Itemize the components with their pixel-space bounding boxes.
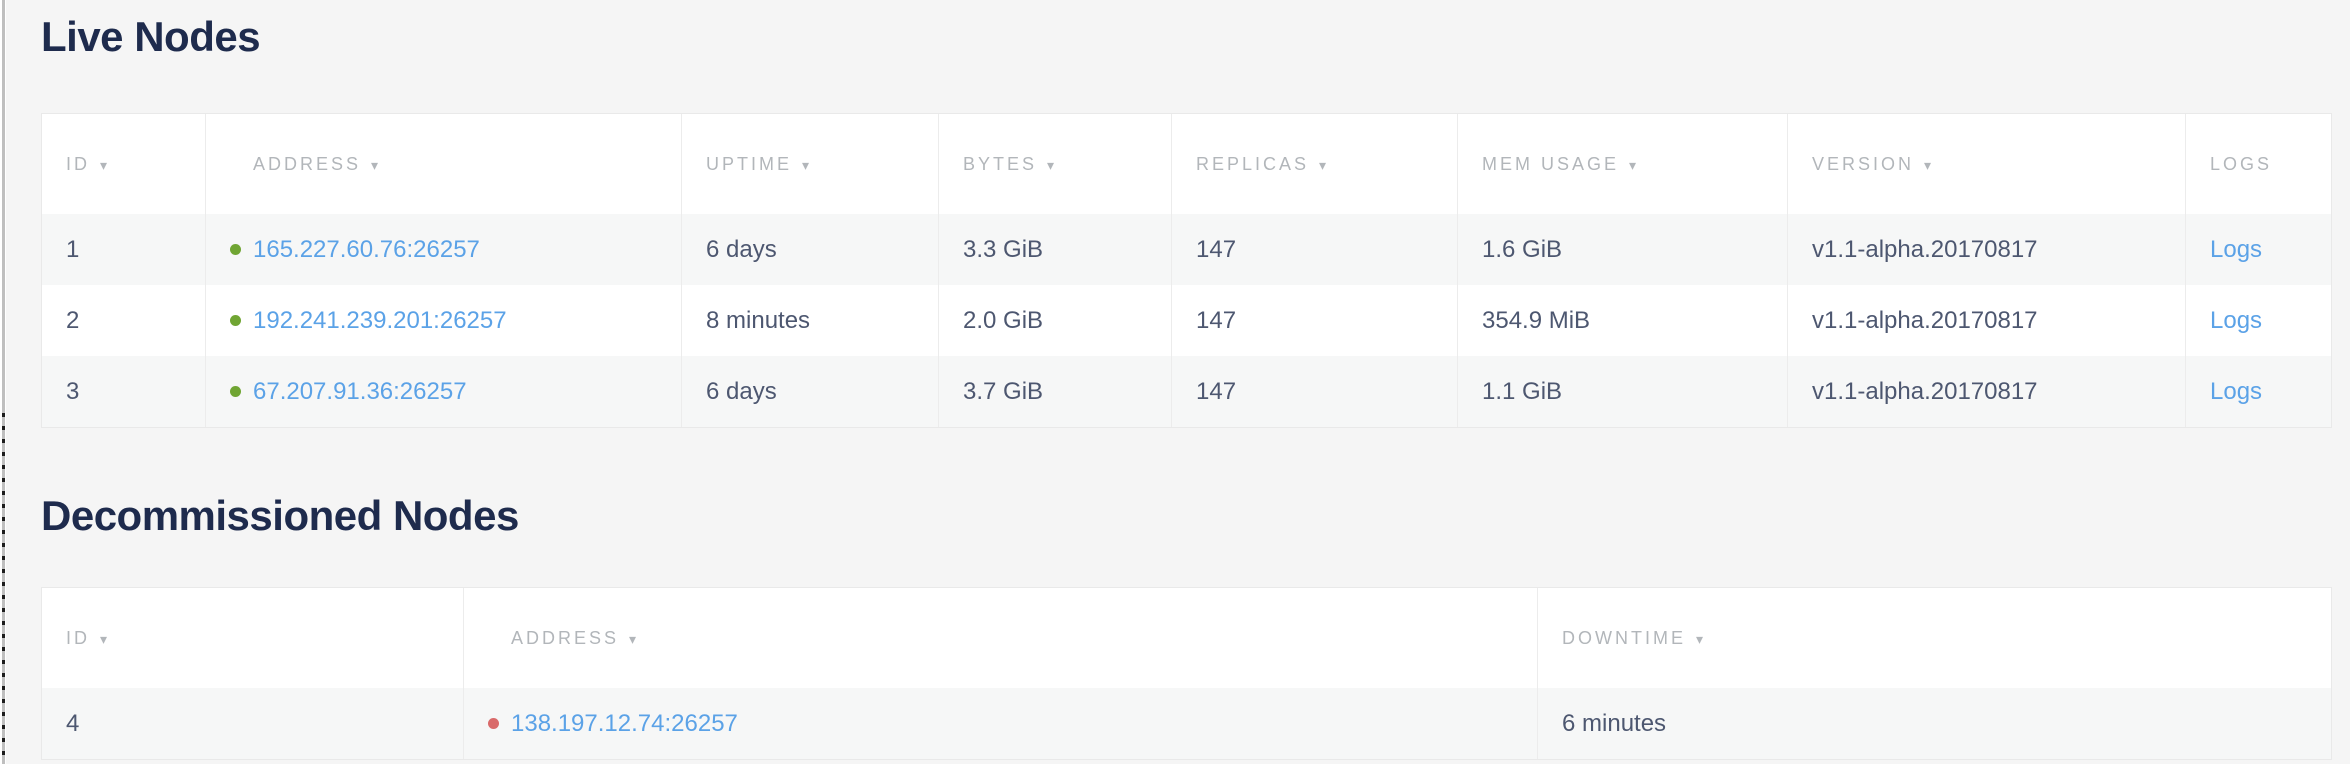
table-row: 4 138.197.12.74:26257 6 minutes bbox=[42, 688, 2331, 759]
live-nodes-title: Live Nodes bbox=[41, 13, 261, 60]
sort-arrow-icon: ▾ bbox=[371, 156, 379, 173]
cell-mem-usage: 354.9 MiB bbox=[1458, 285, 1788, 356]
cell-address: 165.227.60.76:26257 bbox=[206, 214, 682, 285]
column-header-bytes[interactable]: BYTES ▾ bbox=[939, 114, 1172, 214]
sort-arrow-icon: ▾ bbox=[629, 630, 637, 647]
cell-replicas: 147 bbox=[1172, 214, 1458, 285]
cell-mem-usage: 1.1 GiB bbox=[1458, 356, 1788, 427]
sort-arrow-icon: ▾ bbox=[1695, 630, 1704, 647]
node-list-page: Live Nodes ID ▾ ADDRESS ▾ UPTIME ▾ BYTES ▾ R… bbox=[41, 0, 2332, 760]
cell-id: 2 bbox=[42, 285, 206, 356]
cell-id: 4 bbox=[42, 688, 464, 759]
live-nodes-table: ID ▾ ADDRESS ▾ UPTIME ▾ BYTES ▾ REPLICAS ▾ ME… bbox=[41, 113, 2332, 428]
sort-arrow-icon: ▾ bbox=[1629, 156, 1637, 173]
cell-mem-usage: 1.6 GiB bbox=[1458, 214, 1788, 285]
logs-link[interactable]: Logs bbox=[2210, 306, 2263, 334]
cell-replicas: 147 bbox=[1172, 356, 1458, 427]
column-header-address[interactable]: ADDRESS ▾ bbox=[206, 114, 682, 214]
sort-arrow-icon: ▾ bbox=[802, 156, 810, 173]
decommissioned-nodes-header: ID ▾ ADDRESS ▾ DOWNTIME ▾ bbox=[42, 588, 2331, 688]
column-header-address[interactable]: ADDRESS ▾ bbox=[464, 588, 1538, 688]
cell-address: 138.197.12.74:26257 bbox=[464, 688, 1538, 759]
sort-arrow-icon: ▾ bbox=[100, 630, 108, 647]
decommissioned-nodes-title: Decommissioned Nodes bbox=[41, 492, 519, 539]
column-header-downtime[interactable]: DOWNTIME ▾ bbox=[1538, 588, 2331, 688]
cell-logs: Logs bbox=[2186, 285, 2331, 356]
sort-arrow-icon: ▾ bbox=[1319, 156, 1327, 173]
cell-uptime: 6 days bbox=[682, 356, 939, 427]
table-row: 1 165.227.60.76:26257 6 days 3.3 GiB 147… bbox=[42, 214, 2331, 285]
column-header-id[interactable]: ID ▾ bbox=[42, 114, 206, 214]
decommissioned-status-dot bbox=[488, 718, 499, 729]
live-status-dot bbox=[230, 386, 241, 397]
cell-logs: Logs bbox=[2186, 214, 2331, 285]
decommissioned-nodes-body: 4 138.197.12.74:26257 6 minutes bbox=[42, 688, 2331, 759]
sort-arrow-icon: ▾ bbox=[1924, 156, 1932, 173]
address-link[interactable]: 165.227.60.76:26257 bbox=[253, 235, 480, 263]
cell-downtime: 6 minutes bbox=[1538, 688, 2331, 759]
column-header-logs: LOGS bbox=[2186, 114, 2331, 214]
cell-address: 67.207.91.36:26257 bbox=[206, 356, 682, 427]
logs-link[interactable]: Logs bbox=[2210, 377, 2263, 405]
logs-link[interactable]: Logs bbox=[2210, 235, 2263, 263]
column-header-mem-usage[interactable]: MEM USAGE ▾ bbox=[1458, 114, 1788, 214]
sort-arrow-icon: ▾ bbox=[1047, 156, 1055, 173]
address-link[interactable]: 138.197.12.74:26257 bbox=[511, 709, 738, 737]
table-row: 2 192.241.239.201:26257 8 minutes 2.0 Gi… bbox=[42, 285, 2331, 356]
live-status-dot bbox=[230, 315, 241, 326]
cell-uptime: 8 minutes bbox=[682, 285, 939, 356]
live-nodes-body: 1 165.227.60.76:26257 6 days 3.3 GiB 147… bbox=[42, 214, 2331, 427]
cell-id: 1 bbox=[42, 214, 206, 285]
address-link[interactable]: 192.241.239.201:26257 bbox=[253, 306, 507, 334]
decommissioned-nodes-table: ID ▾ ADDRESS ▾ DOWNTIME ▾ 4 138.197.12.74:2… bbox=[41, 587, 2332, 760]
column-header-version[interactable]: VERSION ▾ bbox=[1788, 114, 2186, 214]
sort-arrow-icon: ▾ bbox=[100, 156, 108, 173]
column-header-replicas[interactable]: REPLICAS ▾ bbox=[1172, 114, 1458, 214]
cell-replicas: 147 bbox=[1172, 285, 1458, 356]
header-row: ID ▾ ADDRESS ▾ DOWNTIME ▾ bbox=[42, 588, 2331, 688]
left-edge-scrollbar-artifact bbox=[0, 0, 6, 764]
cell-uptime: 6 days bbox=[682, 214, 939, 285]
cell-bytes: 2.0 GiB bbox=[939, 285, 1172, 356]
cell-version: v1.1-alpha.20170817 bbox=[1788, 285, 2186, 356]
cell-bytes: 3.7 GiB bbox=[939, 356, 1172, 427]
live-status-dot bbox=[230, 244, 241, 255]
cell-version: v1.1-alpha.20170817 bbox=[1788, 214, 2186, 285]
table-row: 3 67.207.91.36:26257 6 days 3.7 GiB 147 … bbox=[42, 356, 2331, 427]
column-header-id[interactable]: ID ▾ bbox=[42, 588, 464, 688]
address-link[interactable]: 67.207.91.36:26257 bbox=[253, 377, 467, 405]
cell-bytes: 3.3 GiB bbox=[939, 214, 1172, 285]
cell-logs: Logs bbox=[2186, 356, 2331, 427]
live-nodes-header: ID ▾ ADDRESS ▾ UPTIME ▾ BYTES ▾ REPLICAS ▾ ME… bbox=[42, 114, 2331, 214]
header-row: ID ▾ ADDRESS ▾ UPTIME ▾ BYTES ▾ REPLICAS ▾ ME… bbox=[42, 114, 2331, 214]
left-edge-tick-marks bbox=[2, 0, 5, 764]
cell-id: 3 bbox=[42, 356, 206, 427]
cell-address: 192.241.239.201:26257 bbox=[206, 285, 682, 356]
column-header-uptime[interactable]: UPTIME ▾ bbox=[682, 114, 939, 214]
cell-version: v1.1-alpha.20170817 bbox=[1788, 356, 2186, 427]
